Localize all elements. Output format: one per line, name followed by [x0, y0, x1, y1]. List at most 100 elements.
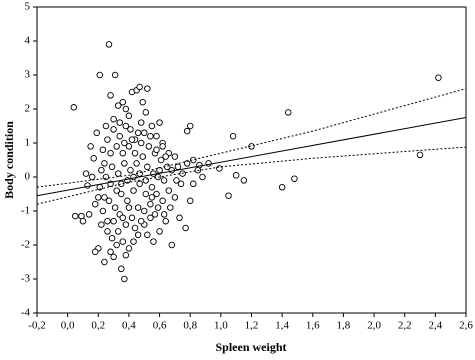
point: [176, 214, 183, 222]
point: [159, 143, 166, 150]
point: [147, 132, 154, 140]
point: [87, 143, 94, 150]
point: [105, 197, 113, 205]
point: [122, 251, 130, 259]
point: [168, 166, 176, 174]
point: [285, 109, 292, 116]
point: [91, 248, 99, 256]
point: [140, 207, 148, 215]
point: [142, 109, 150, 116]
point: [98, 166, 105, 174]
point: [140, 129, 148, 137]
point: [101, 160, 108, 167]
point: [104, 217, 111, 225]
point: [121, 275, 128, 283]
point: [114, 170, 122, 177]
point: [113, 241, 120, 249]
y-tick-label: -4: [21, 307, 31, 319]
point: [278, 183, 286, 191]
point: [104, 228, 111, 235]
x-tick-label: 1,6: [306, 320, 320, 332]
point: [72, 212, 79, 220]
y-tick-label: 3: [25, 69, 31, 81]
point: [136, 83, 143, 91]
point: [160, 211, 168, 218]
y-tick-label: 1: [25, 137, 31, 149]
point: [139, 153, 146, 160]
point: [173, 177, 180, 184]
point: [108, 163, 116, 171]
point: [171, 194, 179, 201]
point: [183, 160, 191, 167]
point: [119, 98, 127, 106]
point: [134, 129, 142, 137]
point: [118, 265, 125, 273]
point: [225, 192, 232, 199]
point: [153, 190, 160, 198]
point: [416, 151, 424, 159]
point: [116, 132, 123, 140]
y-tick-label: -2: [21, 239, 30, 251]
x-tick-label: 1,0: [214, 320, 228, 332]
point: [199, 173, 206, 181]
point: [435, 74, 442, 81]
point: [101, 194, 108, 201]
point: [125, 143, 133, 150]
x-axis-title: Spleen weight: [215, 340, 286, 354]
point: [111, 71, 119, 79]
point: [147, 214, 154, 222]
point: [156, 228, 163, 235]
point: [98, 221, 105, 228]
point: [107, 92, 114, 99]
x-tick-label: 2,4: [428, 320, 442, 332]
y-tick-label: 4: [25, 35, 31, 47]
point: [107, 149, 114, 157]
point: [167, 204, 174, 211]
point: [113, 187, 120, 194]
point: [148, 122, 156, 130]
x-tick-label: 1,4: [275, 320, 289, 332]
point: [114, 102, 122, 109]
x-tick-label: 0,8: [183, 320, 197, 332]
x-tick-label: 1,2: [245, 320, 259, 332]
point: [82, 170, 90, 177]
point: [118, 180, 125, 188]
point: [232, 172, 240, 179]
point: [151, 211, 159, 218]
point: [119, 149, 127, 157]
point: [137, 119, 145, 126]
point: [102, 173, 110, 181]
point: [153, 132, 160, 140]
point: [157, 156, 165, 164]
point: [122, 221, 130, 228]
plot-frame: [36, 6, 467, 314]
point: [95, 194, 102, 201]
point: [113, 143, 120, 150]
x-tick-label: 1,8: [337, 320, 351, 332]
point: [162, 153, 169, 160]
point: [110, 253, 117, 261]
point: [122, 105, 130, 113]
point: [127, 166, 134, 174]
point: [171, 153, 179, 160]
point: [119, 214, 127, 222]
x-tick-label: 0,6: [153, 320, 167, 332]
x-tick-label: 2,2: [398, 320, 412, 332]
regression-line: [36, 117, 467, 197]
y-tick-label: 0: [25, 171, 31, 183]
y-tick-label: -1: [21, 205, 30, 217]
point: [70, 104, 78, 111]
point: [131, 149, 139, 157]
point: [93, 129, 101, 137]
point: [118, 190, 125, 198]
point: [159, 197, 166, 205]
point: [182, 224, 189, 232]
point: [144, 163, 151, 171]
upper-confidence-band: [36, 88, 467, 188]
point: [154, 204, 162, 211]
point: [190, 180, 197, 188]
point: [160, 177, 168, 184]
point: [174, 163, 182, 171]
